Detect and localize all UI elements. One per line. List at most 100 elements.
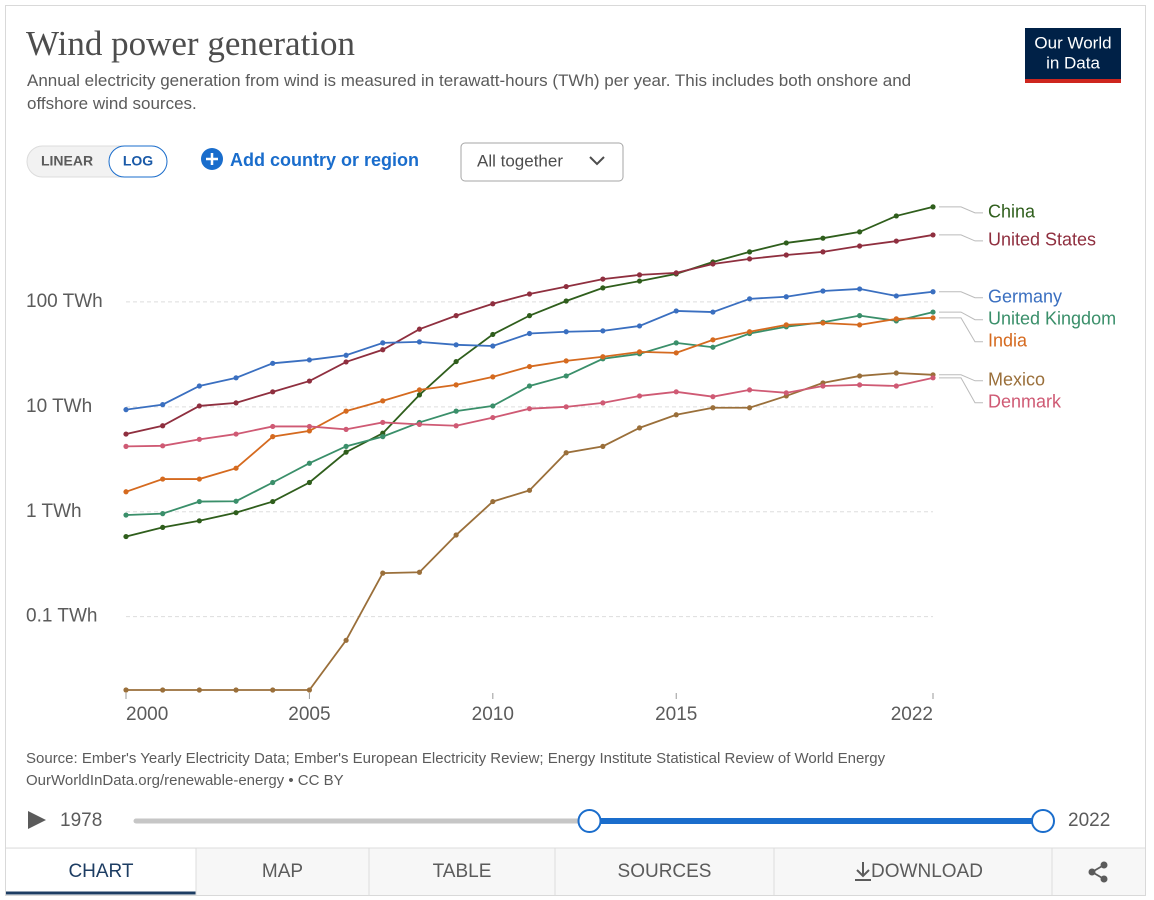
data-point [563,298,569,304]
data-point [930,315,936,321]
data-point [416,339,423,345]
share-button[interactable] [1088,861,1108,883]
y-tick-label: 100 TWh [26,291,103,312]
add-country-button[interactable]: Add country or region [230,150,419,170]
play-button[interactable] [28,811,46,829]
data-point [416,387,423,393]
legend-label[interactable]: United Kingdom [988,308,1116,328]
data-point [343,449,349,455]
dropdown-label[interactable]: All together [477,151,563,170]
data-point [233,498,239,504]
legend-label[interactable]: Denmark [988,392,1062,412]
logo[interactable]: Our World in Data [1025,28,1121,83]
data-point [453,423,459,429]
data-point [123,489,129,495]
timeline-handle[interactable] [1031,809,1055,833]
source-url[interactable]: OurWorldInData.org/renewable-energy • CC… [26,772,344,789]
data-point [600,276,606,282]
plot: 0.1 TWh 1 TWh 10 TWh 100 TWh 2000 2005 2010 201… [26,202,1116,725]
data-point [893,238,899,244]
tab[interactable]: TABLE [433,861,492,882]
data-point [123,512,129,518]
x-tick-label: 2010 [472,704,514,725]
dropdown[interactable]: All together [460,142,624,182]
data-point [526,383,533,389]
dropdown-chevron [589,156,605,166]
data-point [196,403,202,409]
data-point [710,337,716,343]
data-point [343,408,349,414]
add-country[interactable]: Add country or region [201,148,419,170]
data-point [857,373,863,379]
data-point [673,308,679,314]
data-point [563,373,569,379]
data-point [930,204,936,210]
linear-button[interactable]: LINEAR [41,153,93,169]
data-point [123,533,129,540]
data-point [563,450,569,456]
data-point [563,404,569,410]
legend-label[interactable]: Germany [988,286,1062,306]
scale-toggle[interactable]: LINEAR LOG [26,145,168,178]
data-point [526,291,533,297]
data-point [123,407,129,413]
data-point [233,431,239,437]
data-point [160,687,166,693]
data-point [380,340,386,346]
data-point [746,329,753,335]
legend-label[interactable]: Mexico [988,370,1045,390]
data-point [416,326,423,332]
data-point [600,443,606,449]
data-point [710,405,716,411]
label-connector [939,234,983,242]
data-point [857,313,863,319]
data-point [490,343,496,349]
data-point [746,387,753,393]
data-point [783,322,789,328]
x-tick-label: 2005 [288,704,330,725]
data-point [306,479,313,486]
tab[interactable]: DOWNLOAD [871,861,983,882]
data-point [306,687,313,693]
legend-label[interactable]: China [988,202,1036,222]
label-connector [939,317,983,343]
data-point [380,434,386,440]
tab-active-bg [6,849,196,895]
timeline-handle[interactable] [577,809,602,833]
data-point [563,329,569,335]
label-connector [939,311,983,321]
data-point [820,249,826,255]
tab[interactable]: MAP [262,861,303,882]
data-point [783,390,789,396]
data-point [636,323,643,329]
data-point [857,229,863,235]
data-point [196,518,202,524]
tab[interactable]: CHART [68,861,133,882]
legend-label[interactable]: India [988,330,1028,350]
tabs: CHART MAP TABLE SOURCES DOWNLOAD [6,847,1145,895]
timeline-end: 2022 [1068,810,1110,831]
data-point [600,285,606,291]
data-point [710,261,716,267]
x-tick-label: 2015 [655,704,697,725]
data-point [343,637,349,643]
legend-label[interactable]: United States [988,230,1096,250]
data-point [526,313,533,319]
data-point [196,436,202,442]
data-point [343,352,349,358]
data-point [490,414,496,421]
timeline-start: 1978 [60,810,102,831]
data-point [196,383,202,389]
data-point [893,213,899,219]
log-button[interactable]: LOG [123,153,153,169]
data-point [820,383,826,389]
data-point [270,423,276,430]
data-point [783,252,789,258]
data-point [233,400,239,406]
data-point [893,293,899,299]
data-point [306,378,313,384]
logo-text: in Data [1046,53,1100,72]
tab[interactable]: SOURCES [618,861,712,882]
label-connector [939,206,983,214]
data-point [453,342,459,348]
